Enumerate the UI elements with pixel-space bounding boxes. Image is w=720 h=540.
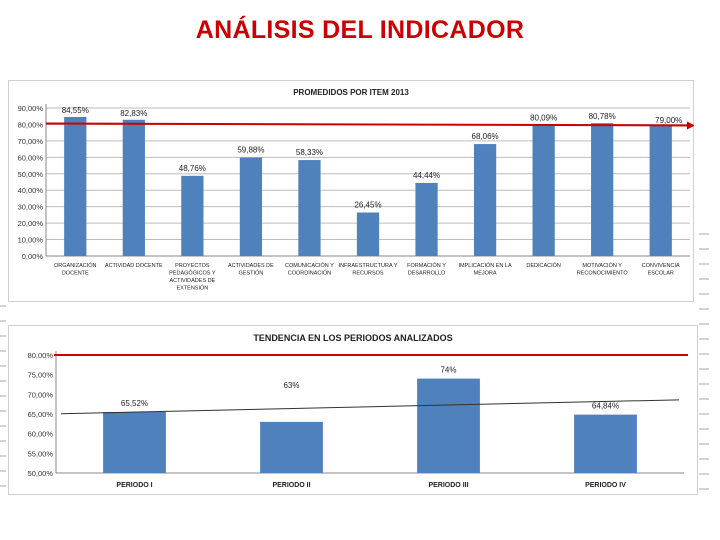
data-label: 80,09% (530, 113, 557, 122)
y-tick-label: 20,00% (18, 219, 44, 228)
chart-svg: PROMEDIDOS POR ITEM 2013 0,00% 10,00% 20,00… (8, 80, 694, 302)
x-category-label: RECONOCIMIENTO (577, 271, 629, 277)
y-tick-label: 70,00% (18, 137, 44, 146)
bar (260, 421, 323, 473)
y-tick-label: 75,00% (28, 371, 54, 380)
bar (532, 124, 555, 256)
chart-title: TENDENCIA EN LOS PERIODOS ANALIZADOS (253, 333, 452, 343)
x-category-label: IMPLICACIÓN EN LA (458, 262, 512, 269)
y-tick-label: 80,00% (28, 351, 54, 360)
x-category-label: ESCOLAR (648, 271, 674, 277)
data-label: 26,45% (354, 201, 381, 210)
bar (103, 411, 166, 473)
x-category-label: DEDICACIÓN (526, 262, 561, 269)
background-ruler-decoration (699, 233, 709, 490)
data-label: 65,52% (121, 399, 148, 408)
bar (649, 126, 672, 256)
target-line-arrow (687, 121, 694, 130)
x-category-label: PERIODO II (272, 482, 310, 489)
data-label: 58,33% (296, 148, 323, 157)
x-category-label: EXTENSIÓN (176, 285, 208, 292)
chart-frame (8, 80, 694, 302)
data-label: 63% (283, 381, 299, 390)
y-tick-label: 55,00% (28, 449, 54, 458)
y-tick-label: 65,00% (28, 410, 54, 419)
x-category-label: PERIODO III (428, 482, 468, 489)
data-label: 80,78% (589, 112, 616, 121)
bar (415, 182, 438, 256)
bar (417, 378, 480, 473)
y-tick-label: 60,00% (18, 153, 44, 162)
data-label: 68,06% (472, 132, 499, 141)
x-category-label: FORMACIÓN Y (407, 262, 446, 269)
bar (473, 144, 497, 256)
x-category-label: DESARROLLO (408, 271, 446, 277)
chart-title: PROMEDIDOS POR ITEM 2013 (293, 88, 409, 97)
data-label: 44,44% (413, 171, 440, 180)
page-title: ANÁLISIS DEL INDICADOR (195, 16, 525, 44)
target-line (45, 122, 689, 127)
bar (591, 123, 614, 256)
data-label: 79,00% (655, 116, 682, 125)
bar (298, 160, 321, 256)
trend-line (60, 399, 680, 415)
x-category-label: CONVIVENCIA (642, 263, 680, 269)
y-tick-label: 30,00% (18, 203, 44, 212)
chart-svg: TENDENCIA EN LOS PERIODOS ANALIZADOS 50,0… (8, 325, 698, 495)
period-trend-chart: TENDENCIA EN LOS PERIODOS ANALIZADOS 50,0… (8, 325, 698, 495)
y-tick-label: 90,00% (18, 104, 44, 113)
x-category-label: ORGANIZACIÓN (54, 262, 97, 269)
y-tick-label: 10,00% (18, 236, 44, 245)
items-average-chart: PROMEDIDOS POR ITEM 2013 0,00% 10,00% 20,00… (8, 80, 694, 302)
x-category-label: PERIODO I (116, 482, 152, 489)
data-label: 59,88% (237, 146, 264, 155)
y-tick-label: 50,00% (18, 170, 44, 179)
x-category-label: MOTIVACIÓN Y (582, 262, 622, 269)
bar (64, 116, 87, 256)
y-tick-label: 50,00% (28, 469, 54, 478)
x-category-label: COMUNICACIÓN Y (285, 262, 334, 269)
y-tick-label: 0,00% (22, 252, 44, 261)
x-category-label: GESTIÓN (239, 270, 264, 277)
data-label: 48,76% (179, 164, 206, 173)
data-label: 64,84% (592, 402, 619, 411)
x-category-label: PEDAGÓGICOS Y (169, 270, 216, 277)
x-category-label: PERIODO IV (585, 482, 626, 489)
bar (239, 157, 263, 256)
x-category-label: DOCENTE (62, 271, 89, 277)
y-tick-label: 70,00% (28, 390, 54, 399)
x-category-label: MEJORA (474, 271, 497, 277)
y-tick-label: 80,00% (18, 120, 44, 129)
x-category-label: ACTIVIDAD DOCENTE (105, 263, 163, 269)
y-tick-label: 60,00% (28, 430, 54, 439)
x-category-label: RECURSOS (352, 271, 384, 277)
bar (122, 119, 145, 256)
y-tick-label: 40,00% (18, 186, 44, 195)
data-label: 74% (440, 366, 456, 375)
background-ruler-decoration-left (0, 305, 6, 487)
data-label: 84,55% (62, 106, 89, 115)
bar (181, 175, 204, 256)
x-category-label: COORDINACIÓN (288, 270, 331, 277)
x-category-label: INFRAESTRUCTURA Y (339, 263, 398, 269)
x-category-label: ACTIVIDADES DE (169, 278, 215, 284)
data-label: 82,83% (120, 109, 147, 118)
x-category-label: PROYECTOS (175, 263, 210, 269)
bar (574, 414, 637, 473)
x-category-label: ACTIVIDADES DE (228, 263, 274, 269)
bar (356, 212, 380, 256)
